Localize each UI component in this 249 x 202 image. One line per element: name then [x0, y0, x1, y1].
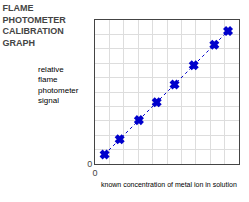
svg-text:known concentration of metal i: known concentration of metal ion in solu…: [101, 181, 237, 188]
svg-text:0: 0: [87, 159, 92, 169]
svg-text:0: 0: [92, 168, 97, 178]
svg-text:relativeflamephotometersignal: relativeflamephotometersignal: [38, 65, 79, 105]
svg-text:FLAMEPHOTOMETERCALIBRATIONGRAP: FLAMEPHOTOMETERCALIBRATIONGRAPH: [2, 3, 66, 48]
